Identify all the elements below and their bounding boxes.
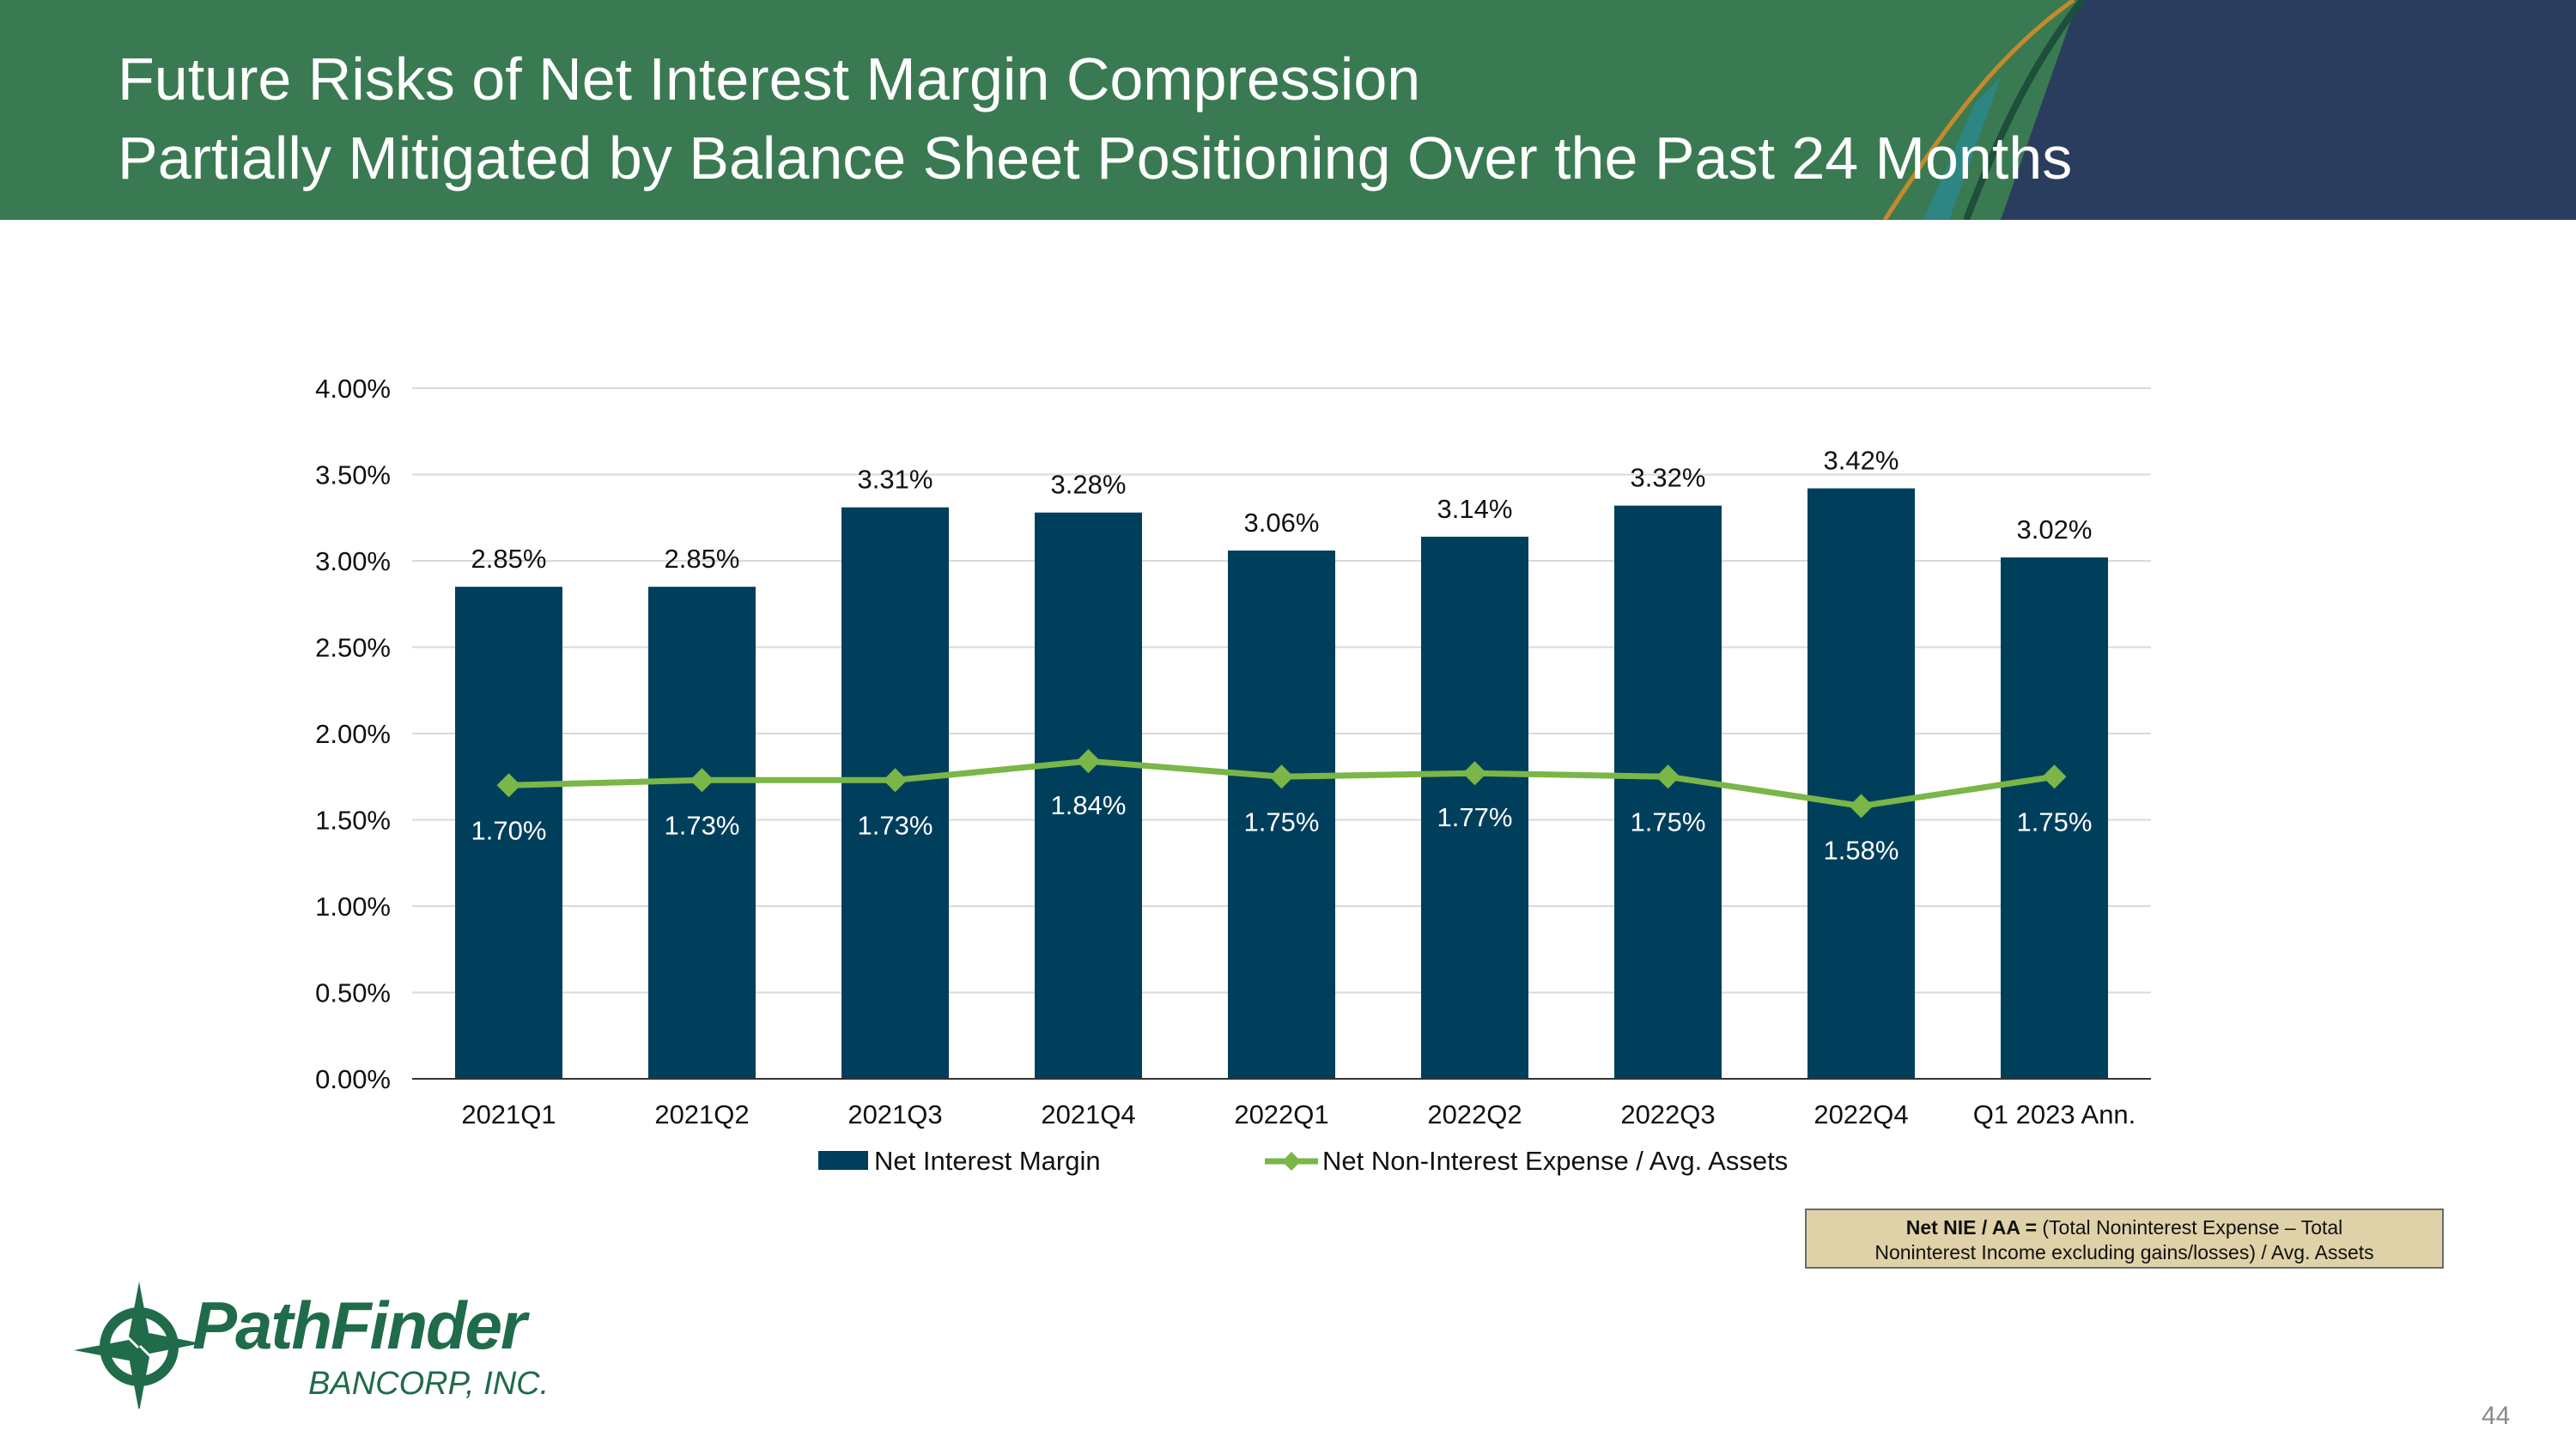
nim-bar-label: 3.02% [2017, 514, 2093, 545]
y-tick-label: 2.50% [315, 633, 391, 663]
title-line-1: Future Risks of Net Interest Margin Comp… [118, 46, 1421, 113]
nim-bar [1228, 550, 1335, 1079]
nie-point [1849, 794, 1874, 819]
header-banner: Future Risks of Net Interest Margin Comp… [0, 0, 2576, 220]
note-text-line-1: (Total Noninterest Expense – Total [2042, 1216, 2343, 1239]
nie-point-label: 1.75% [1631, 807, 1706, 837]
legend-label-nim: Net Interest Margin [874, 1146, 1101, 1176]
nie-point-label: 1.73% [665, 810, 740, 840]
note-text-line-2: Noninterest Income excluding gains/losse… [1874, 1241, 2374, 1263]
x-tick-label: 2021Q3 [848, 1099, 942, 1129]
note-bold-label: Net NIE / AA = [1905, 1216, 2037, 1239]
legend-swatch-nim [818, 1151, 868, 1170]
nim-bar-label: 3.06% [1244, 508, 1320, 538]
nie-point-label: 1.77% [1437, 802, 1513, 832]
nim-bar [1421, 536, 1528, 1079]
y-tick-label: 0.50% [315, 978, 391, 1008]
nie-point-label: 1.58% [1824, 835, 1899, 865]
nim-bar [648, 587, 756, 1079]
y-tick-label: 3.50% [315, 460, 391, 490]
nim-bar-label: 3.32% [1631, 463, 1706, 493]
nie-point [883, 768, 908, 793]
nim-chart: 0.00% 0.50% 1.00% 1.50% 2.00% 2.50% 3.00% 3.50%… [315, 374, 2151, 1176]
x-tick-label: 2021Q2 [654, 1099, 749, 1129]
legend-marker-nie [1282, 1152, 1301, 1171]
x-tick-label: 2021Q4 [1041, 1099, 1135, 1129]
header-decoration [1882, 0, 2576, 220]
x-tick-label: Q1 2023 Ann. [1973, 1099, 2136, 1129]
nim-bar-label: 2.85% [665, 544, 740, 574]
logo-subtitle: BANCORP, INC. [308, 1366, 550, 1402]
nim-bar-label: 3.28% [1051, 470, 1127, 500]
x-tick-label: 2022Q1 [1234, 1099, 1328, 1129]
nim-bar [841, 507, 949, 1079]
title-line-2: Partially Mitigated by Balance Sheet Pos… [118, 125, 2073, 192]
legend-label-nie: Net Non-Interest Expense / Avg. Assets [1322, 1146, 1788, 1176]
y-tick-label: 2.00% [315, 719, 391, 749]
page-number: 44 [2482, 1402, 2511, 1430]
nie-point [1462, 761, 1487, 786]
nie-point-label: 1.70% [471, 815, 547, 845]
y-tick-label: 1.00% [315, 892, 391, 922]
nie-point [1076, 749, 1101, 774]
nie-point [496, 773, 521, 798]
nim-bar [1614, 505, 1722, 1079]
nie-point-label: 1.73% [858, 810, 933, 840]
y-tick-label: 3.00% [315, 546, 391, 576]
nim-bar [1035, 512, 1142, 1079]
compass-icon [74, 1282, 201, 1409]
nim-bar [1807, 488, 1915, 1079]
nim-bar-label: 3.14% [1437, 494, 1513, 524]
pathfinder-logo: PathFinder BANCORP, INC. [72, 1280, 553, 1417]
nim-bar [2001, 557, 2108, 1079]
nim-bar [455, 587, 562, 1079]
nie-point [2042, 764, 2067, 789]
y-tick-label: 0.00% [315, 1064, 391, 1094]
nie-point [690, 768, 714, 793]
nie-point-label: 1.75% [2017, 807, 2093, 837]
x-tick-label: 2022Q4 [1814, 1099, 1908, 1129]
x-tick-label: 2022Q3 [1620, 1099, 1715, 1129]
nie-point-label: 1.75% [1244, 807, 1320, 837]
logo-wordmark: PathFinder [192, 1288, 526, 1363]
x-tick-label: 2021Q1 [461, 1099, 556, 1129]
nim-bar-label: 2.85% [471, 544, 547, 574]
nie-point-label: 1.84% [1051, 790, 1127, 820]
y-tick-label: 4.00% [315, 374, 391, 404]
nim-bar-label: 3.31% [858, 465, 933, 495]
nie-point [1269, 764, 1294, 789]
y-tick-label: 1.50% [315, 806, 391, 836]
page-title: Future Risks of Net Interest Margin Comp… [118, 40, 2072, 198]
nim-bar-label: 3.42% [1824, 446, 1899, 476]
nie-point [1656, 764, 1680, 789]
definition-note: Net NIE / AA = (Total Noninterest Expens… [1805, 1209, 2444, 1269]
x-tick-label: 2022Q2 [1427, 1099, 1522, 1129]
